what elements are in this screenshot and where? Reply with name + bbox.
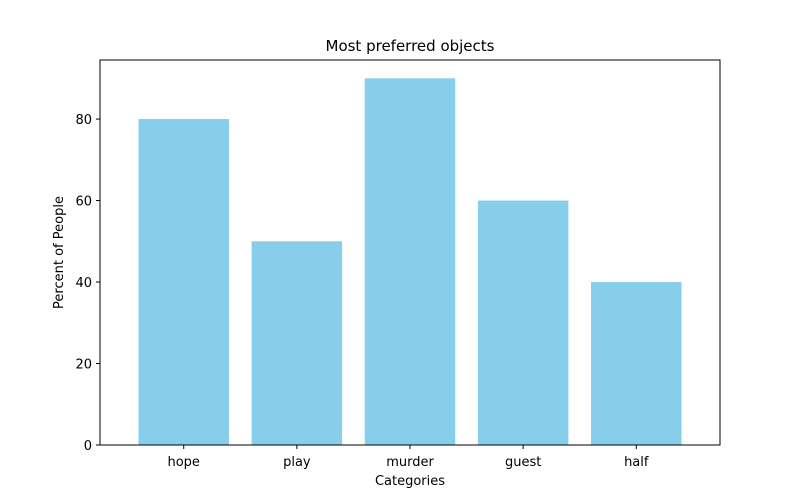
- bar-half: [591, 282, 682, 445]
- x-tick-label: murder: [386, 455, 434, 470]
- y-tick-label: 60: [75, 195, 92, 210]
- y-axis-label: Percent of People: [52, 196, 67, 309]
- x-tick-label: play: [283, 455, 311, 470]
- x-ticks-group: hope play murder guest half: [167, 445, 649, 470]
- x-tick-label: guest: [505, 455, 541, 470]
- bars-group: [138, 78, 682, 446]
- y-tick-label: 0: [84, 439, 92, 454]
- y-ticks-group: 0 20 40 60 80: [75, 113, 100, 454]
- plot-frame: [99, 59, 721, 446]
- y-tick-label: 80: [75, 113, 92, 128]
- bar-murder: [364, 78, 456, 445]
- bar-guest: [477, 200, 569, 445]
- x-axis-label: Categories: [375, 474, 445, 489]
- x-tick-label: half: [624, 455, 649, 470]
- x-tick-label: hope: [167, 455, 199, 470]
- y-tick-label: 20: [75, 358, 92, 373]
- bar-hope: [138, 119, 229, 446]
- y-tick-label: 40: [75, 276, 92, 291]
- chart-title: Most preferred objects: [326, 37, 495, 55]
- bar-play: [251, 241, 343, 445]
